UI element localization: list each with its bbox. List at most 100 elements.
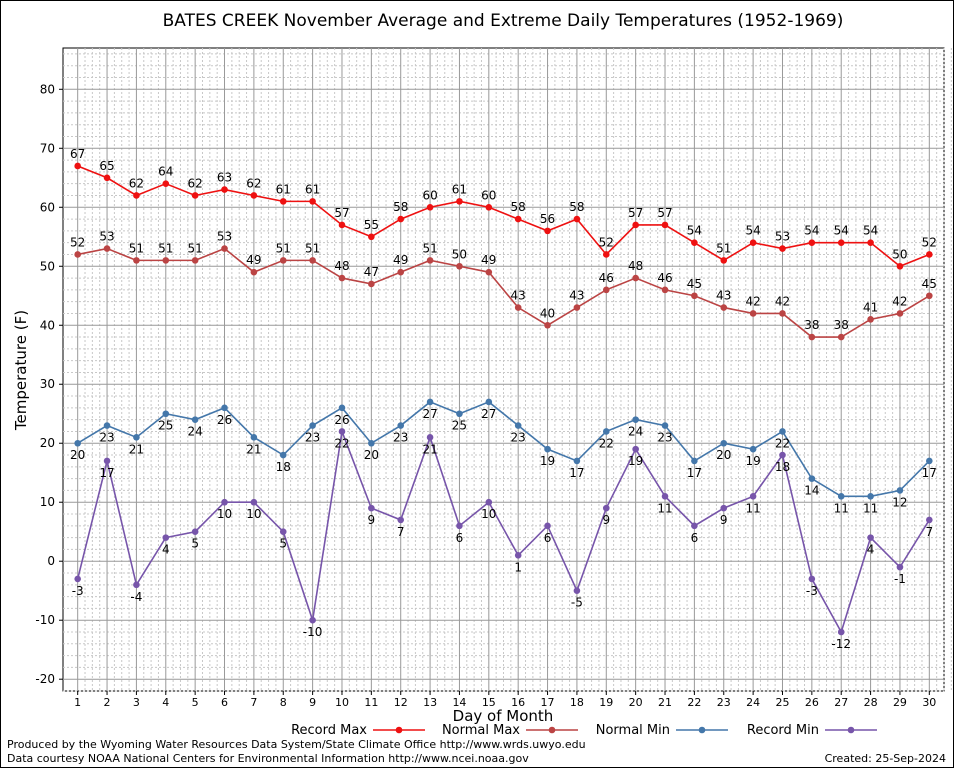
data-point <box>837 493 845 500</box>
data-point <box>602 504 610 512</box>
data-label: 49 <box>481 253 496 267</box>
data-point <box>632 221 639 229</box>
data-point <box>837 333 845 341</box>
data-label: 17 <box>99 466 114 480</box>
data-point <box>250 192 258 199</box>
data-point <box>397 268 405 276</box>
series-normal-max: 52 53 51 51 51 53 49 51 51 48 47 49 51 50 49 43 40 43 46 48… <box>70 230 937 341</box>
x-tick-label: 23 <box>717 696 731 709</box>
data-point <box>338 274 346 282</box>
y-tick-label: 20 <box>40 436 55 450</box>
data-label: 42 <box>892 294 907 308</box>
data-label: 51 <box>716 241 731 255</box>
data-point <box>309 616 316 624</box>
legend-label: Normal Max <box>442 723 520 738</box>
x-tick-label: 7 <box>250 696 257 709</box>
data-point <box>896 563 904 571</box>
legend-marker <box>698 726 706 734</box>
data-label: 7 <box>925 525 933 539</box>
data-point <box>661 422 669 429</box>
data-point <box>368 504 375 512</box>
data-label: 49 <box>246 253 261 267</box>
x-tick-label: 18 <box>570 696 584 709</box>
data-point <box>896 262 904 270</box>
data-point <box>749 239 757 246</box>
data-point <box>573 215 581 223</box>
data-label: 50 <box>892 247 907 261</box>
x-tick-label: 5 <box>192 696 199 709</box>
footer-produced-by: Produced by the Wyoming Water Resources … <box>7 738 586 751</box>
data-label: 58 <box>393 200 408 214</box>
chart-title: BATES CREEK November Average and Extreme… <box>163 11 844 31</box>
data-label: 53 <box>99 230 114 244</box>
series-line <box>77 401 930 498</box>
data-point <box>544 321 551 329</box>
data-point <box>573 304 581 311</box>
data-label: 60 <box>422 188 437 202</box>
data-point <box>397 215 405 223</box>
data-point <box>749 445 757 453</box>
data-point <box>397 422 405 429</box>
data-label: 51 <box>129 241 144 255</box>
data-point <box>808 575 816 583</box>
y-tick-label: 10 <box>40 495 55 509</box>
data-point <box>691 522 698 530</box>
data-label: 38 <box>834 318 849 332</box>
y-tick-label: 30 <box>40 377 55 391</box>
data-point <box>338 221 346 229</box>
y-tick-label: 80 <box>40 82 55 96</box>
data-point <box>191 416 199 423</box>
data-point <box>485 498 493 506</box>
grid-lines <box>63 48 952 692</box>
series-line <box>76 428 930 635</box>
series-record-min: -3 17 -4 4 5 10 10 5 -10 22 9 7 21 6 10 1 6 -5 9 19 11 6 9 11 18… <box>72 428 933 651</box>
legend-item: Normal Min <box>596 723 728 738</box>
data-label: 18 <box>276 460 291 474</box>
data-point <box>426 203 434 211</box>
data-point <box>837 239 845 246</box>
data-label: 7 <box>397 525 405 539</box>
data-point <box>867 316 874 323</box>
data-point <box>338 404 346 412</box>
legend-marker <box>847 726 855 734</box>
data-point <box>397 516 405 524</box>
data-point <box>368 280 375 288</box>
data-point <box>485 268 493 276</box>
data-point <box>661 286 669 294</box>
data-label: 17 <box>922 466 937 480</box>
x-axis-ticks: 1 2 3 4 5 6 7 8 9 10 11 12 13 14 15 16 17 18 19 20 21 22 23 24 2… <box>74 691 936 709</box>
data-point <box>485 398 493 406</box>
data-label: 19 <box>540 454 555 468</box>
data-label: 25 <box>158 419 173 433</box>
series-record-max: 67 65 62 64 62 63 62 61 61 57 55 58 60 61 60 58 56 58 52 57… <box>70 147 937 270</box>
data-point <box>808 333 816 341</box>
x-tick-label: 4 <box>162 696 169 709</box>
x-tick-label: 29 <box>893 696 907 709</box>
data-point <box>279 257 287 264</box>
data-label: -4 <box>130 590 142 604</box>
data-point <box>867 493 874 500</box>
data-point <box>309 198 316 205</box>
data-label: 19 <box>745 454 760 468</box>
data-label: 61 <box>276 182 291 196</box>
data-label: 54 <box>804 224 819 238</box>
data-label: 23 <box>99 431 114 445</box>
data-label: 20 <box>364 448 379 462</box>
data-label: 54 <box>687 224 702 238</box>
data-point <box>544 445 551 453</box>
data-label: 6 <box>544 531 552 545</box>
data-point <box>720 504 728 512</box>
data-label: 19 <box>628 454 643 468</box>
y-tick-label: -10 <box>35 613 55 627</box>
data-label: 57 <box>628 206 643 220</box>
legend-label: Record Min <box>747 723 819 738</box>
data-point <box>602 286 610 294</box>
data-point <box>74 439 81 447</box>
series-normal-min: 20 23 21 25 24 26 21 18 23 26 20 23 27 25 27 23 19 17 22 24… <box>70 398 937 515</box>
data-label: 48 <box>334 259 349 273</box>
data-label: 4 <box>162 543 170 557</box>
data-label: 10 <box>217 507 232 521</box>
data-point <box>896 310 904 317</box>
data-point <box>779 428 786 435</box>
